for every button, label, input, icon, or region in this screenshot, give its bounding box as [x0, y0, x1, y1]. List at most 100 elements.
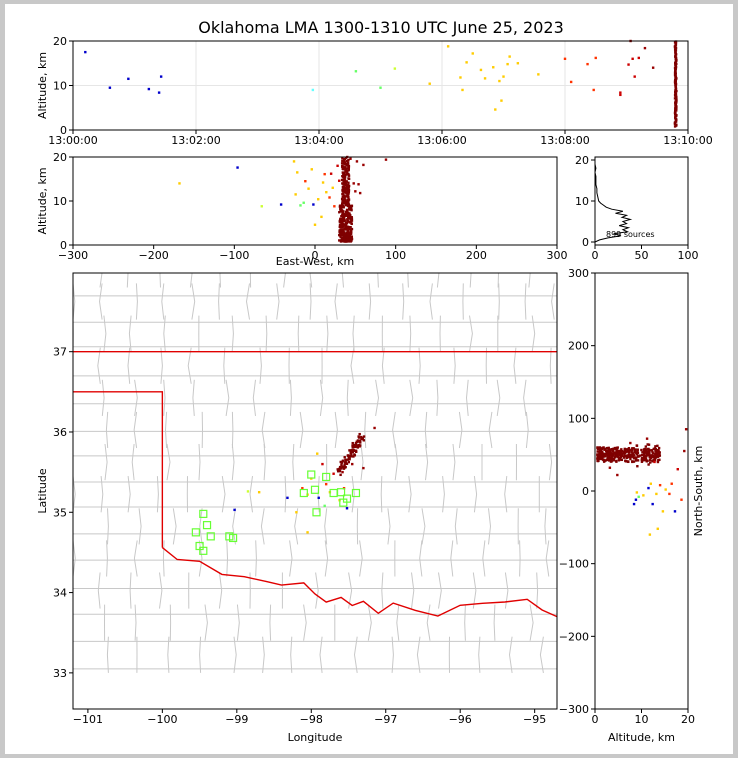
source-point	[516, 62, 520, 65]
source-point	[351, 444, 354, 447]
county-line	[496, 379, 501, 416]
source-point	[350, 222, 353, 226]
source-point	[342, 165, 345, 168]
county-line	[129, 572, 132, 609]
source-point	[323, 172, 326, 176]
county-line	[375, 379, 380, 416]
county-line	[156, 476, 159, 513]
county-line	[498, 283, 500, 320]
source-point	[596, 446, 599, 449]
source-point	[338, 467, 341, 471]
source-point	[306, 531, 309, 534]
y-tick-label: −200	[559, 630, 589, 643]
source-point	[343, 197, 346, 200]
source-point	[342, 187, 345, 190]
source-point	[362, 466, 365, 470]
county-line	[394, 443, 399, 481]
source-point	[341, 195, 344, 199]
source-point	[607, 448, 611, 452]
source-point	[624, 460, 628, 463]
source-point	[350, 219, 354, 222]
source-point	[342, 194, 345, 197]
source-count-annotation: 899 sources	[606, 230, 655, 239]
source-point	[623, 447, 626, 451]
source-point	[347, 177, 351, 181]
source-point	[622, 452, 625, 455]
source-point	[606, 453, 609, 456]
y-tick-label: 35	[53, 506, 67, 519]
source-point	[178, 182, 181, 185]
source-point	[346, 173, 349, 176]
source-point	[609, 450, 612, 454]
source-point	[616, 452, 619, 456]
source-point	[623, 451, 627, 455]
source-point	[602, 460, 606, 463]
source-point	[352, 455, 355, 458]
source-point	[351, 441, 354, 445]
source-point	[340, 162, 344, 165]
source-point	[610, 455, 613, 458]
source-point	[342, 162, 345, 165]
county-line	[353, 636, 358, 673]
source-point	[344, 156, 348, 159]
county-line	[319, 379, 324, 416]
source-point	[601, 450, 604, 454]
county-line	[160, 347, 163, 384]
source-point	[341, 201, 344, 204]
source-point	[360, 435, 363, 439]
source-point	[295, 511, 298, 514]
source-point	[651, 66, 655, 69]
source-point	[356, 439, 360, 442]
source-point	[632, 460, 636, 463]
source-point	[362, 435, 366, 438]
county-line	[381, 572, 384, 609]
county-line	[299, 411, 304, 449]
source-point	[658, 452, 661, 455]
source-point	[343, 166, 347, 170]
source-point	[598, 449, 602, 452]
source-point	[341, 237, 344, 240]
source-point	[340, 219, 344, 223]
source-point	[623, 449, 626, 452]
source-point	[605, 446, 609, 450]
county-line	[159, 273, 161, 288]
source-point	[357, 183, 360, 186]
county-line	[341, 273, 344, 288]
county-line	[346, 379, 349, 416]
source-point	[631, 57, 634, 60]
source-point	[348, 234, 352, 237]
county-line	[99, 273, 103, 288]
county-line	[473, 476, 478, 513]
source-point	[351, 450, 355, 454]
source-point	[649, 482, 652, 485]
source-point	[658, 483, 662, 487]
source-point	[602, 458, 605, 461]
source-point	[346, 458, 350, 461]
county-line	[255, 540, 257, 577]
county-line	[265, 315, 268, 352]
source-point	[325, 191, 328, 194]
county-line	[478, 636, 481, 673]
source-point	[635, 491, 639, 494]
x-tick-label: 13:00:00	[48, 134, 97, 147]
source-point	[642, 457, 645, 460]
county-line	[135, 283, 138, 320]
y-axis-label: Latitude	[36, 468, 49, 514]
county-line	[128, 315, 132, 352]
y-tick-label: −100	[559, 558, 589, 571]
county-line	[236, 604, 240, 641]
source-point	[340, 202, 344, 206]
y-tick-label: 100	[568, 412, 589, 425]
source-point	[343, 191, 346, 194]
source-point	[338, 469, 342, 473]
source-point	[349, 157, 352, 160]
county-line	[497, 273, 500, 288]
y-tick-label: 20	[53, 35, 67, 48]
county-line	[189, 273, 193, 288]
county-line	[315, 572, 319, 609]
source-point	[633, 75, 636, 78]
source-point	[647, 486, 650, 490]
y-tick-label: 300	[568, 267, 589, 280]
source-point	[329, 172, 333, 175]
